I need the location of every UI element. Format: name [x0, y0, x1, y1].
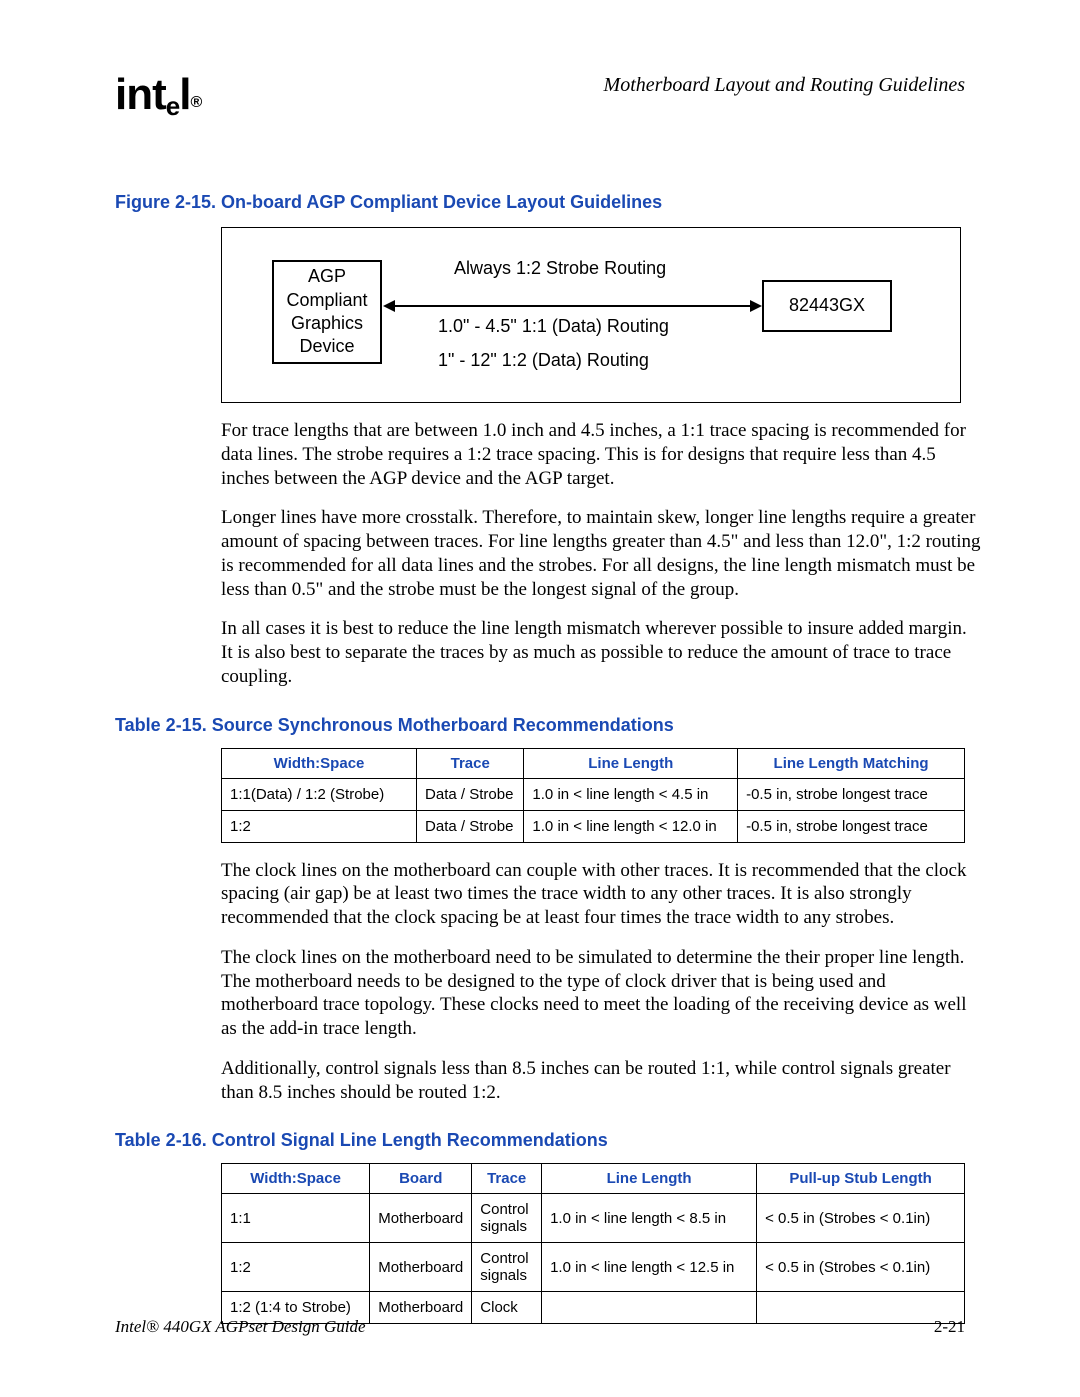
- table-header: Width:Space: [222, 1164, 370, 1194]
- table-cell: 1:2: [222, 810, 417, 842]
- table-cell: Data / Strobe: [417, 810, 524, 842]
- table1-caption: Table 2-15. Source Synchronous Motherboa…: [115, 715, 965, 736]
- table-header: Pull-up Stub Length: [757, 1164, 965, 1194]
- paragraph: In all cases it is best to reduce the li…: [221, 617, 981, 688]
- table-header: Width:Space: [222, 748, 417, 778]
- table-cell: Control signals: [472, 1243, 542, 1292]
- table-cell: Motherboard: [370, 1194, 472, 1243]
- table-header: Trace: [417, 748, 524, 778]
- table-cell: 1.0 in < line length < 12.0 in: [524, 810, 738, 842]
- paragraph: Additionally, control signals less than …: [221, 1057, 981, 1105]
- table-cell: 1:2: [222, 1243, 370, 1292]
- figure-caption: Figure 2-15. On-board AGP Compliant Devi…: [115, 192, 965, 213]
- table-cell: 1:1: [222, 1194, 370, 1243]
- table-1: Width:SpaceTraceLine LengthLine Length M…: [221, 748, 965, 843]
- table-row: 1:1(Data) / 1:2 (Strobe)Data / Strobe1.0…: [222, 778, 965, 810]
- diagram-arrow-left: [383, 300, 395, 312]
- diagram-left-box: AGP Compliant Graphics Device: [272, 260, 382, 364]
- table-cell: 1.0 in < line length < 12.5 in: [542, 1243, 757, 1292]
- footer-title: Intel® 440GX AGPset Design Guide: [115, 1317, 366, 1337]
- table-header: Line Length: [542, 1164, 757, 1194]
- table-row: 1:2Data / Strobe1.0 in < line length < 1…: [222, 810, 965, 842]
- table-header: Trace: [472, 1164, 542, 1194]
- table-cell: -0.5 in, strobe longest trace: [738, 810, 965, 842]
- table-cell: 1:1(Data) / 1:2 (Strobe): [222, 778, 417, 810]
- section-title: Motherboard Layout and Routing Guideline…: [604, 74, 965, 97]
- diagram-label-mid: 1.0" - 4.5" 1:1 (Data) Routing: [438, 316, 669, 337]
- paragraph: Longer lines have more crosstalk. Theref…: [221, 506, 981, 601]
- paragraph: For trace lengths that are between 1.0 i…: [221, 419, 981, 490]
- table-header: Board: [370, 1164, 472, 1194]
- table-2: Width:SpaceBoardTraceLine LengthPull-up …: [221, 1163, 965, 1324]
- table-cell: 1.0 in < line length < 8.5 in: [542, 1194, 757, 1243]
- diagram-arrow-right: [750, 300, 762, 312]
- table-cell: Motherboard: [370, 1243, 472, 1292]
- table-cell: Data / Strobe: [417, 778, 524, 810]
- diagram-connector: [394, 305, 750, 307]
- paragraph: The clock lines on the motherboard can c…: [221, 859, 981, 930]
- table-row: 1:1MotherboardControl signals1.0 in < li…: [222, 1194, 965, 1243]
- table-cell: < 0.5 in (Strobes < 0.1in): [757, 1243, 965, 1292]
- table-cell: < 0.5 in (Strobes < 0.1in): [757, 1194, 965, 1243]
- body-text-1: For trace lengths that are between 1.0 i…: [221, 419, 981, 689]
- diagram-label-bot: 1" - 12" 1:2 (Data) Routing: [438, 350, 649, 371]
- paragraph: The clock lines on the motherboard need …: [221, 946, 981, 1041]
- diagram-label-top: Always 1:2 Strobe Routing: [454, 258, 666, 279]
- table-row: 1:2MotherboardControl signals1.0 in < li…: [222, 1243, 965, 1292]
- intel-logo: intel®: [115, 70, 201, 120]
- table-cell: -0.5 in, strobe longest trace: [738, 778, 965, 810]
- diagram-right-box: 82443GX: [762, 280, 892, 332]
- table-header: Line Length Matching: [738, 748, 965, 778]
- table2-caption: Table 2-16. Control Signal Line Length R…: [115, 1130, 965, 1151]
- body-text-2: The clock lines on the motherboard can c…: [221, 859, 981, 1105]
- table-cell: Control signals: [472, 1194, 542, 1243]
- footer-page: 2-21: [934, 1317, 965, 1337]
- table-header: Line Length: [524, 748, 738, 778]
- table-cell: 1.0 in < line length < 4.5 in: [524, 778, 738, 810]
- figure-diagram: AGP Compliant Graphics Device 82443GX Al…: [221, 227, 961, 403]
